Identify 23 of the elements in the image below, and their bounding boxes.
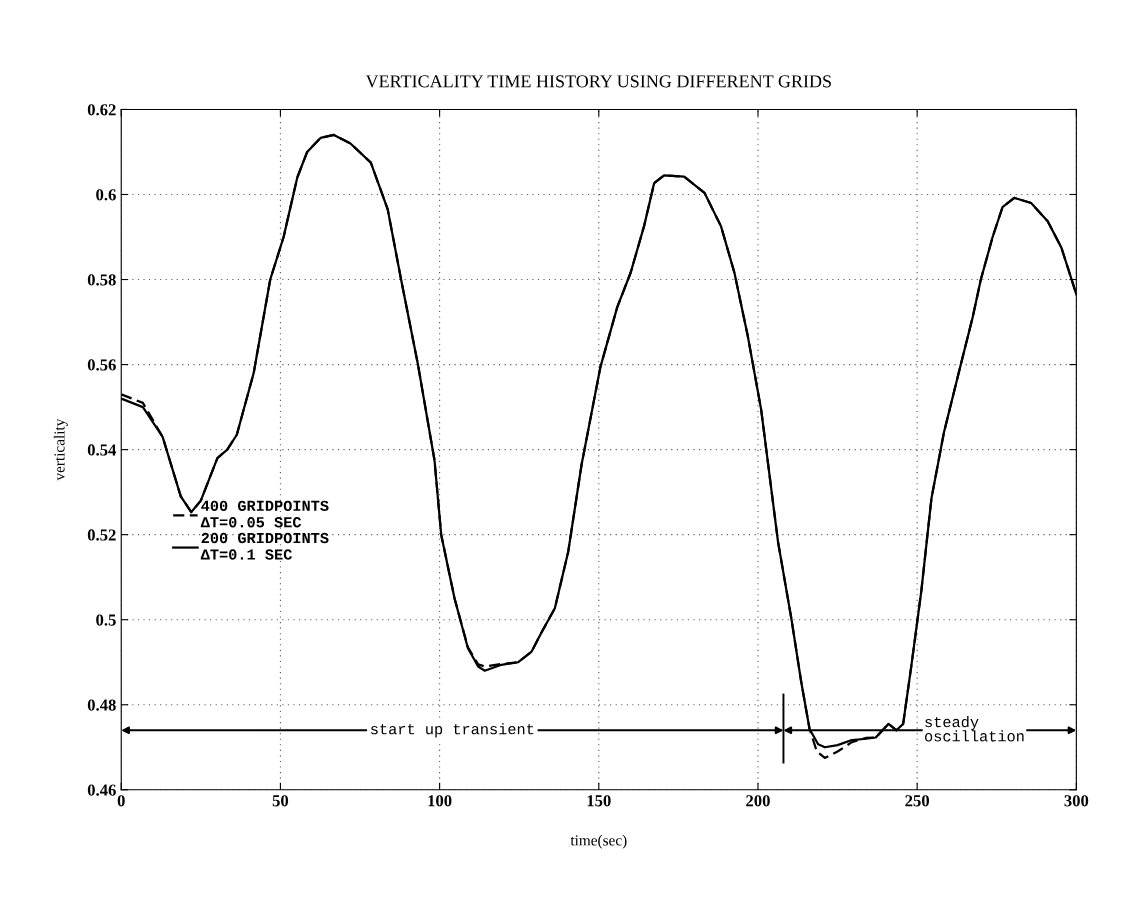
- x-tick-label: 300: [1064, 795, 1089, 807]
- legend-label: 400 GRIDPOINTS ΔT=0.05 SEC: [200, 500, 329, 528]
- y-tick-label: 0.54: [87, 444, 117, 456]
- x-tick-label: 100: [428, 795, 452, 807]
- chart-title: VERTICALITY TIME HISTORY USING DIFFERENT GRIDS: [365, 75, 831, 88]
- y-tick-label: 0.5: [96, 614, 116, 626]
- y-tick-label: 0.58: [87, 274, 116, 286]
- x-tick-label: 250: [905, 795, 930, 807]
- y-tick-label: 0.6: [96, 189, 116, 201]
- x-tick-label: 150: [587, 795, 611, 807]
- annotation: steady oscillation: [925, 716, 1024, 742]
- y-tick-label: 0.52: [87, 529, 116, 541]
- y-tick-label: 0.56: [87, 359, 116, 371]
- x-axis-title: time(sec): [570, 834, 627, 849]
- x-tick-label: 50: [272, 795, 289, 807]
- y-tick-label: 0.48: [87, 699, 116, 711]
- annotation: start up transient: [371, 723, 534, 738]
- x-tick-label: 0: [117, 795, 125, 807]
- x-tick-label: 200: [746, 795, 770, 807]
- legend-label: 200 GRIDPOINTS ΔT=0.1 SEC: [200, 532, 329, 560]
- y-axis-title: verticality: [53, 418, 68, 481]
- y-tick-label: 0.62: [87, 104, 116, 116]
- y-tick-label: 0.46: [87, 784, 116, 796]
